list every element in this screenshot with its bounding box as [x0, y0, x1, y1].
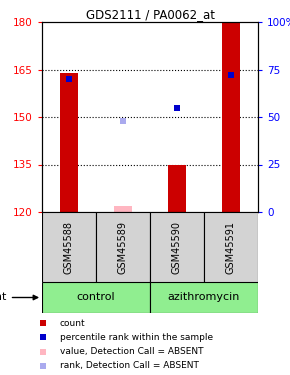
Bar: [168, 165, 186, 212]
Text: rank, Detection Call = ABSENT: rank, Detection Call = ABSENT: [60, 362, 199, 370]
Text: percentile rank within the sample: percentile rank within the sample: [60, 333, 213, 342]
Title: GDS2111 / PA0062_at: GDS2111 / PA0062_at: [86, 8, 215, 21]
Text: control: control: [77, 292, 115, 303]
Bar: [204, 212, 258, 282]
Text: GSM45591: GSM45591: [226, 220, 236, 273]
Text: azithromycin: azithromycin: [168, 292, 240, 303]
Text: value, Detection Call = ABSENT: value, Detection Call = ABSENT: [60, 347, 204, 356]
Bar: [59, 73, 79, 212]
Text: agent: agent: [0, 292, 7, 303]
Bar: [42, 282, 150, 313]
Bar: [150, 212, 204, 282]
Text: count: count: [60, 319, 86, 328]
Bar: [114, 206, 133, 212]
Bar: [42, 212, 96, 282]
Bar: [222, 22, 240, 212]
Text: GSM45590: GSM45590: [172, 220, 182, 273]
Text: GSM45588: GSM45588: [64, 220, 74, 273]
Text: GSM45589: GSM45589: [118, 220, 128, 273]
Bar: [150, 282, 258, 313]
Bar: [96, 212, 150, 282]
